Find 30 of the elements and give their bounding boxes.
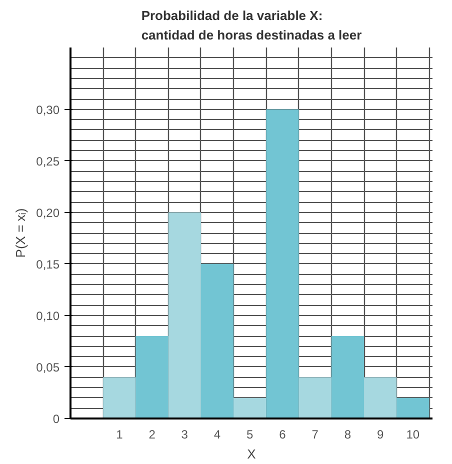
bar (298, 377, 332, 418)
x-tick-label: 6 (279, 428, 286, 442)
x-tick-label: 9 (376, 428, 384, 442)
bar (168, 212, 201, 418)
y-axis-title: P(X = xᵢ) (13, 208, 28, 258)
bar (331, 336, 364, 418)
x-tick-label: 2 (148, 428, 156, 442)
y-tick-label: 0,20 (36, 206, 60, 220)
y-tick-label: 0,30 (36, 102, 60, 117)
x-tick-label: 8 (344, 428, 352, 442)
x-axis-title: X (247, 446, 256, 462)
y-tick-label: 0 (52, 412, 60, 426)
bar (266, 109, 299, 418)
bar (103, 377, 136, 418)
y-tick-label: 0,10 (36, 308, 60, 323)
bar (396, 398, 430, 418)
bar (200, 264, 234, 418)
y-tick-label: 0,15 (36, 257, 60, 272)
y-tick-label: 0,25 (36, 154, 60, 168)
x-tick-label: 1 (116, 428, 124, 442)
x-tick-label: 10 (406, 428, 420, 442)
x-tick-label: 5 (246, 428, 254, 442)
x-tick-label: 4 (214, 428, 221, 442)
bar (364, 377, 397, 418)
x-tick-label: 7 (312, 428, 319, 442)
chart-title: Probabilidad de la variable X: cantidad de horas destinadas a leer (141, 8, 362, 42)
x-tick-label: 3 (181, 428, 188, 442)
bar (136, 336, 168, 418)
bar (234, 398, 266, 418)
y-tick-label: 0,05 (36, 360, 60, 374)
